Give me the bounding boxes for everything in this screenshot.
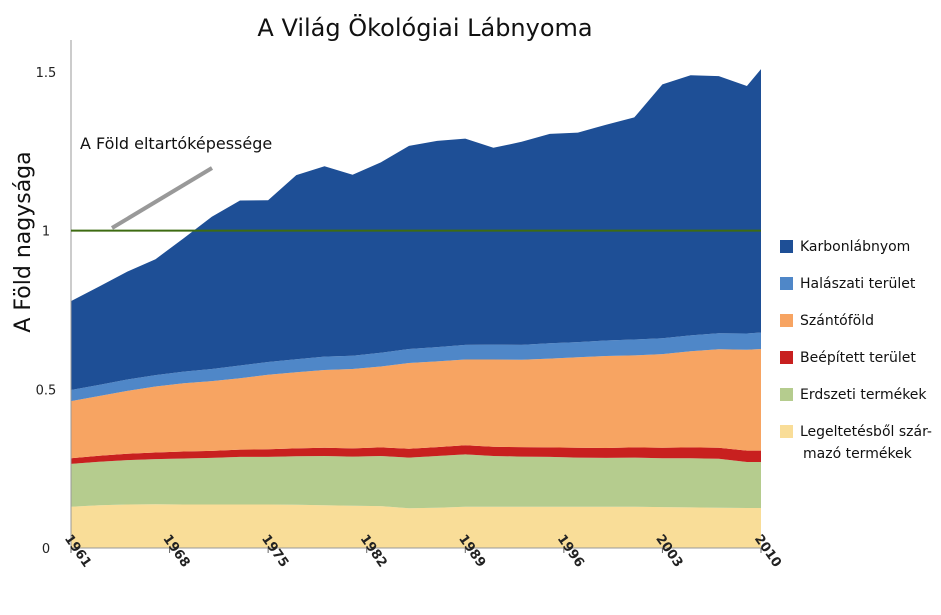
legend-label: mazó termékek <box>803 446 913 462</box>
legend-label: Beépített terület <box>800 350 916 366</box>
area-series-1 <box>71 454 761 509</box>
x-tick-label: 2010 <box>751 532 784 570</box>
legend-label: Erdszeti termékek <box>800 387 927 403</box>
legend-swatch <box>780 277 793 290</box>
legend-swatch <box>780 425 793 438</box>
legend-label: Karbonlábnyom <box>800 239 910 255</box>
area-series-0 <box>71 504 761 548</box>
legend-label: Halászati terület <box>800 276 916 292</box>
annotation-pointer <box>110 166 214 230</box>
area-series-4 <box>71 332 761 402</box>
annotation-text: A Föld eltartóképessége <box>80 134 272 153</box>
y-tick-label: 1 <box>42 225 50 240</box>
legend-swatch <box>780 240 793 253</box>
legend-label: Szántóföld <box>800 313 874 329</box>
y-tick-label: 1.5 <box>36 66 57 81</box>
legend-swatch <box>780 351 793 364</box>
legend: Karbonlábnyom Halászati terület Szántóföld… <box>780 239 932 462</box>
stacked-areas <box>71 69 761 548</box>
area-series-3 <box>71 349 761 459</box>
area-series-2 <box>71 445 761 464</box>
area-series-5 <box>71 69 761 390</box>
legend-swatch <box>780 388 793 401</box>
legend-swatch <box>780 314 793 327</box>
y-tick-label: 0 <box>42 542 50 557</box>
annotation: A Föld eltartóképessége <box>80 134 272 230</box>
chart-title: A Világ Ökológiai Lábnyoma <box>257 13 592 42</box>
legend-label: Legeltetésből szár- <box>800 424 932 440</box>
y-tick-label: 0.5 <box>36 383 57 398</box>
y-axis-label: A Föld nagysága <box>11 151 36 332</box>
